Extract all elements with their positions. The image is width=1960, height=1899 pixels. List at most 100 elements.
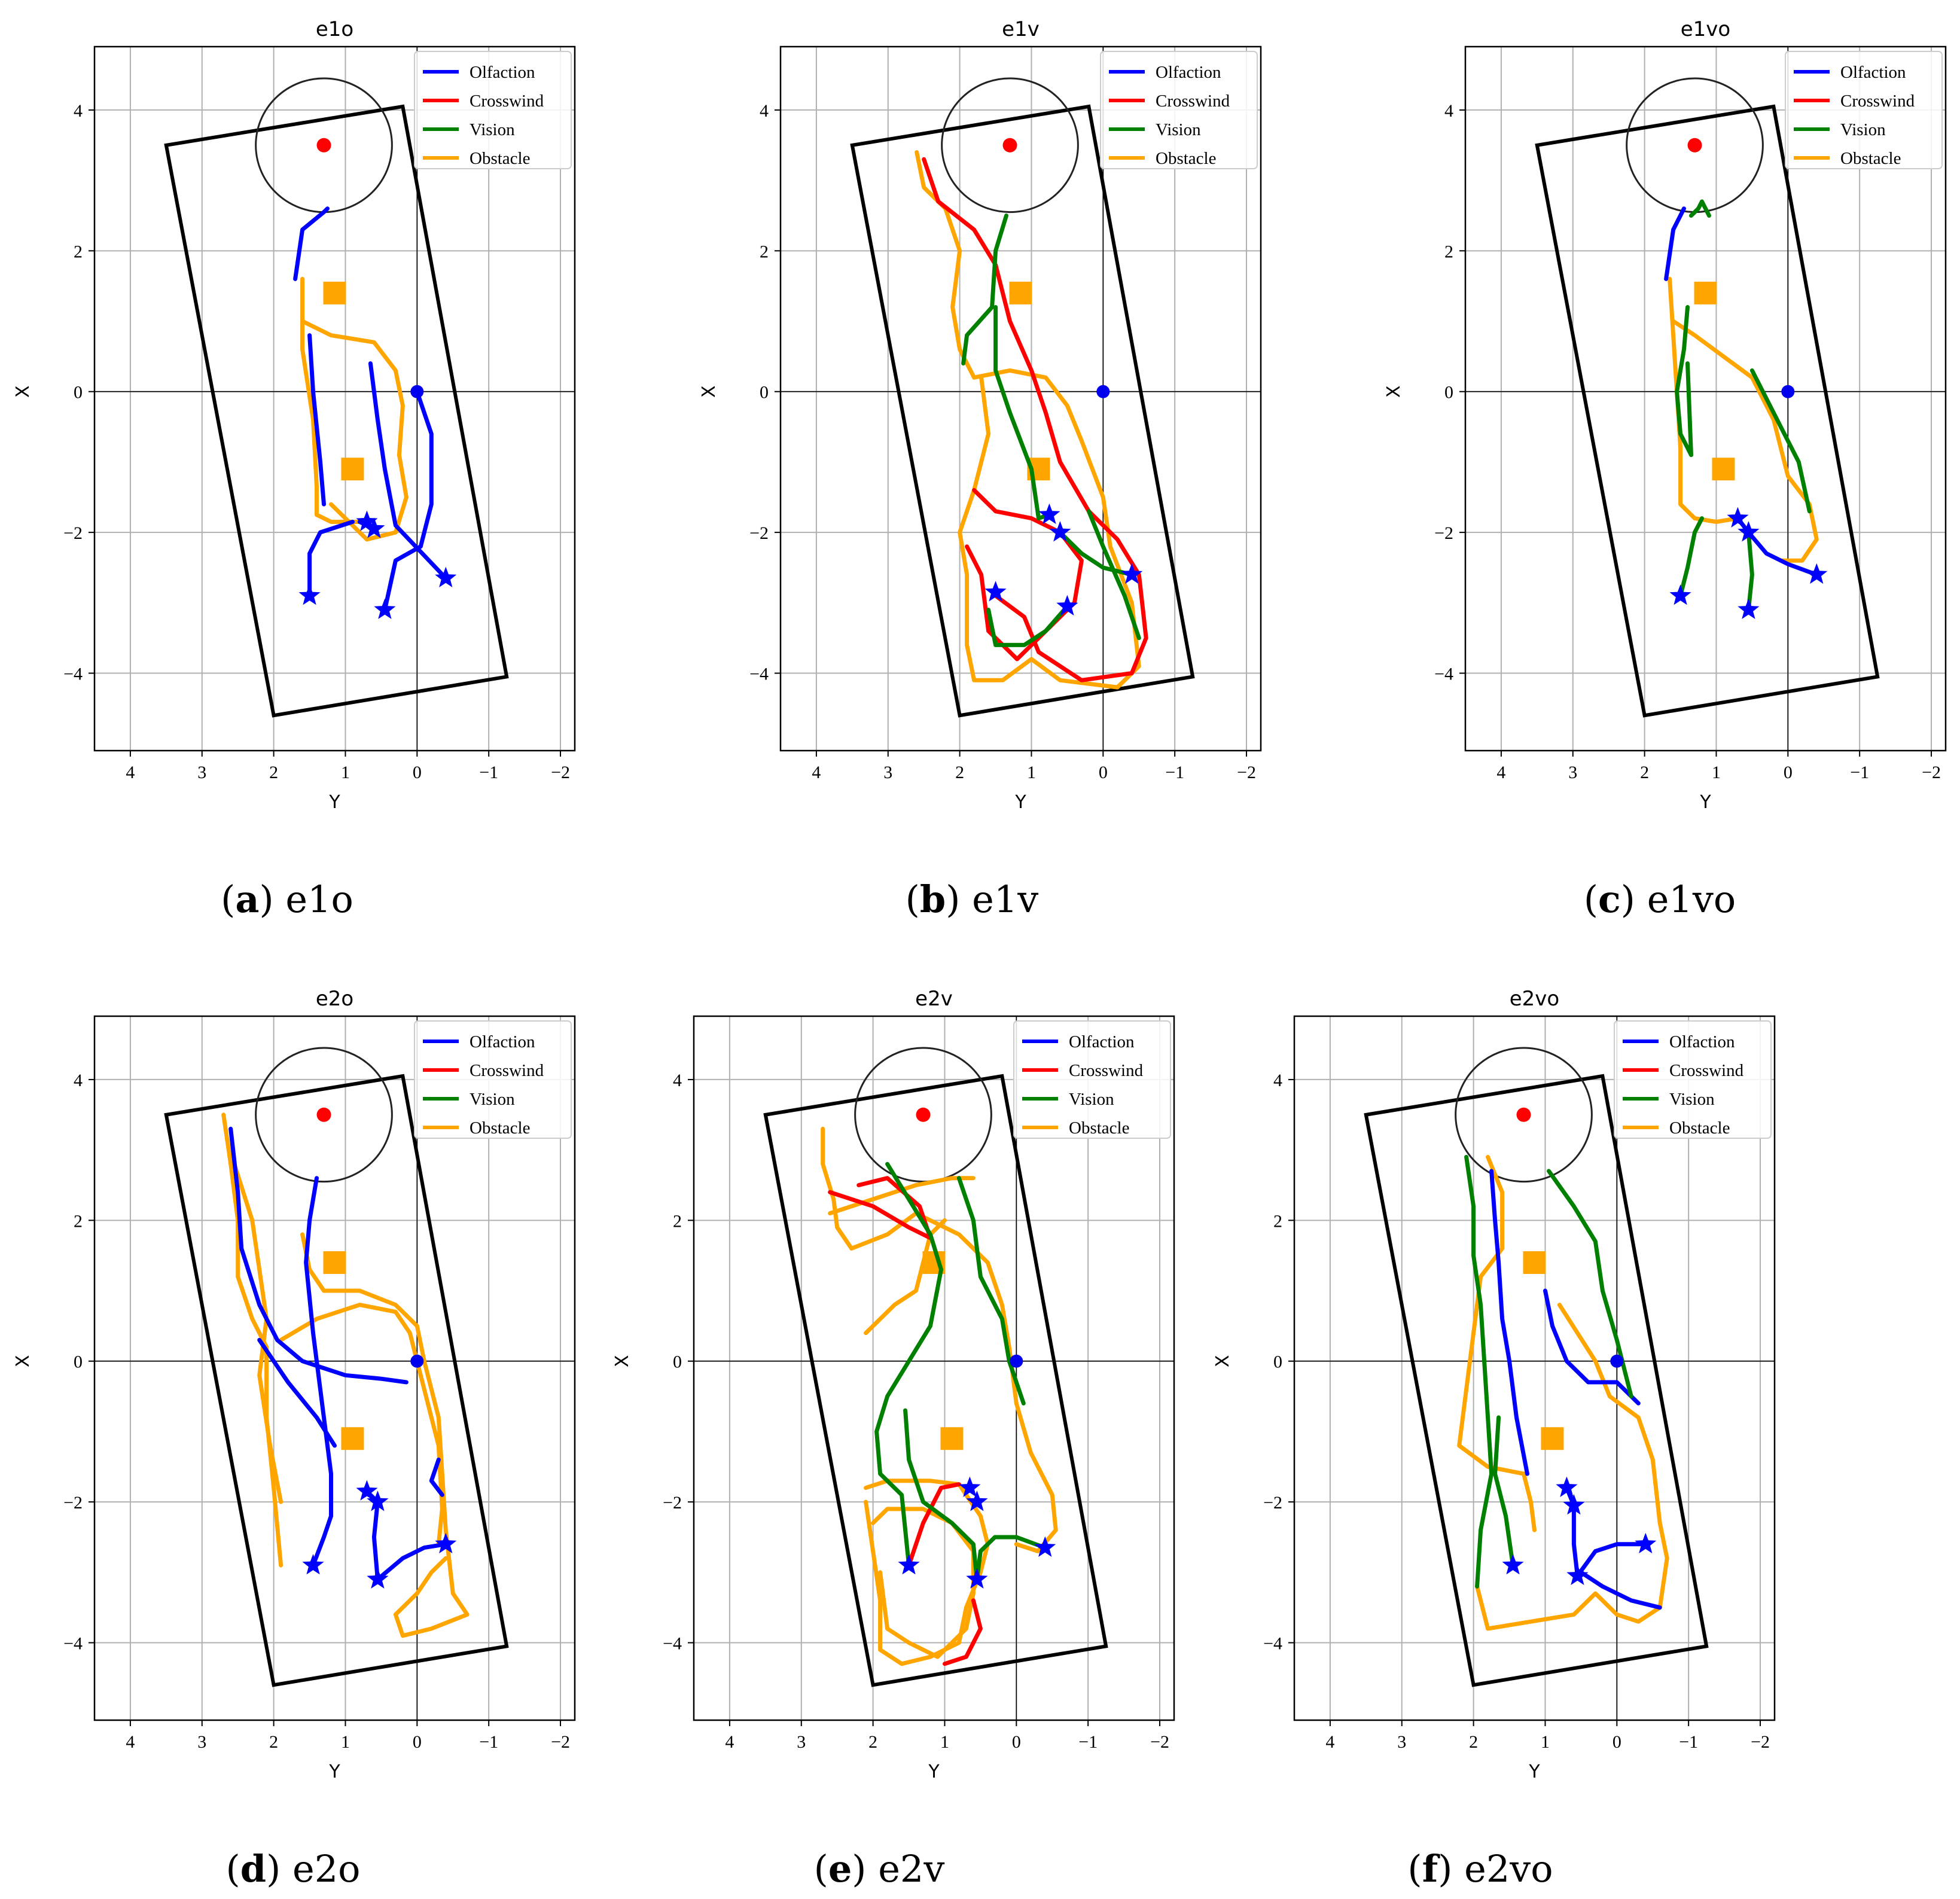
trajectory-olfaction — [375, 1542, 448, 1582]
y-tick-label: −2 — [63, 523, 83, 543]
odor-source-marker — [316, 1107, 331, 1122]
axes-frame — [1293, 1015, 1776, 1721]
y-tick-label: 2 — [760, 242, 769, 261]
start-star-marker — [374, 598, 396, 619]
caption-text: e2v — [878, 1847, 944, 1891]
start-star-marker — [984, 581, 1007, 602]
x-tick-label: 0 — [1012, 1732, 1021, 1752]
x-tick-label: 3 — [883, 763, 892, 782]
trajectory-vision — [874, 1162, 943, 1568]
subplot-title: e2vo — [1510, 987, 1559, 1011]
y-tick-label: −4 — [749, 665, 769, 684]
trajectory-obstacle — [864, 1479, 990, 1666]
x-tick-label: −1 — [1850, 763, 1869, 782]
legend-box — [1013, 1020, 1171, 1139]
start-star-marker — [1556, 1476, 1578, 1497]
obstacle-marker — [1694, 281, 1717, 304]
plot-area — [1364, 1047, 1709, 1687]
trajectory-obstacle — [300, 276, 362, 524]
legend-label: Olfaction — [1156, 63, 1221, 82]
caption-paren-open: ( — [1584, 877, 1598, 921]
subfigure-caption: (b) e1v — [906, 877, 1039, 921]
axes-frame — [93, 1015, 576, 1721]
start-star-marker — [1049, 521, 1071, 542]
arena-boundary — [850, 104, 1195, 718]
legend-box — [414, 1020, 572, 1139]
caption-paren-open: ( — [221, 877, 235, 921]
x-tick-label: −1 — [479, 763, 498, 782]
start-star-marker — [367, 1490, 389, 1511]
robot-origin-marker — [410, 385, 424, 398]
axes-frame — [93, 45, 576, 752]
start-star-marker — [1738, 521, 1760, 542]
x-tick-label: 0 — [1612, 1732, 1621, 1752]
arena-boundary — [1535, 104, 1880, 718]
x-axis-label: Y — [1699, 792, 1711, 813]
y-tick-label: 0 — [760, 383, 769, 403]
y-tick-label: 0 — [74, 383, 83, 403]
y-tick-label: 0 — [74, 1352, 83, 1372]
x-tick-label: 1 — [341, 1732, 350, 1752]
legend-label: Crosswind — [1069, 1061, 1144, 1080]
y-tick-label: 4 — [74, 101, 83, 121]
y-tick-label: 2 — [74, 242, 83, 261]
start-star-marker — [1121, 563, 1143, 584]
y-axis-label: X — [13, 385, 33, 398]
legend-label: Crosswind — [470, 1061, 544, 1080]
trajectory-crosswind — [907, 1482, 961, 1568]
x-tick-label: 4 — [1325, 1732, 1334, 1752]
x-tick-label: −2 — [551, 1732, 570, 1752]
y-tick-label: 4 — [1273, 1071, 1282, 1090]
obstacle-marker — [341, 1427, 364, 1450]
x-axis-label: Y — [928, 1761, 940, 1782]
x-tick-label: −1 — [1165, 763, 1184, 782]
caption-paren-open: ( — [1407, 1847, 1422, 1891]
subfigure-caption: (f) e2vo — [1407, 1847, 1553, 1891]
legend-label: Vision — [1669, 1090, 1715, 1109]
start-star-marker — [1635, 1532, 1657, 1554]
trajectory-obstacle — [864, 1218, 947, 1336]
legend-box — [1614, 1020, 1772, 1139]
legend-label: Vision — [470, 120, 515, 139]
legend-label: Crosswind — [1669, 1061, 1744, 1080]
y-tick-label: 2 — [1444, 242, 1453, 261]
obstacle-marker — [1541, 1427, 1564, 1450]
caption-text: e1v — [972, 877, 1038, 921]
x-tick-label: 4 — [126, 763, 135, 782]
trajectory-olfaction — [1489, 1169, 1529, 1476]
legend: Olfaction Crosswind Vision Obstacle — [414, 51, 572, 169]
caption-paren-open: ( — [906, 877, 920, 921]
robot-origin-marker — [1010, 1354, 1023, 1368]
caption-paren-close: ) — [260, 877, 286, 921]
legend-box — [414, 51, 572, 169]
x-tick-label: 2 — [1469, 1732, 1478, 1752]
start-star-marker — [1038, 503, 1060, 525]
y-tick-label: 4 — [1444, 101, 1453, 121]
caption-tag: e — [828, 1847, 852, 1891]
legend: Olfaction Crosswind Vision Obstacle — [1785, 51, 1943, 169]
caption-text: e2vo — [1464, 1847, 1553, 1891]
legend-label: Vision — [1069, 1090, 1114, 1109]
x-axis-label: Y — [1528, 1761, 1540, 1782]
robot-origin-marker — [410, 1354, 424, 1368]
x-tick-label: 1 — [1712, 763, 1721, 782]
arena-boundary — [164, 104, 509, 718]
x-tick-label: 3 — [197, 1732, 206, 1752]
start-star-marker — [1806, 563, 1828, 584]
trajectory-obstacle — [300, 1232, 470, 1638]
caption-paren-close: ) — [852, 1847, 878, 1891]
x-tick-label: 4 — [1496, 763, 1505, 782]
legend-label: Obstacle — [470, 149, 530, 168]
start-star-marker — [1669, 584, 1691, 605]
subplot-e2vo: 4 3 2 1 0 −1 −2 4 2 0 −2 −4 e2vo Y X Olfaction Crosswind… — [1212, 987, 1776, 1782]
legend-label: Obstacle — [470, 1118, 530, 1138]
y-tick-label: −2 — [63, 1493, 83, 1513]
trajectory-vision — [1464, 1154, 1494, 1589]
trajectory-obstacle — [821, 1126, 1058, 1553]
y-tick-label: 0 — [1273, 1352, 1282, 1372]
trajectory-vision — [1689, 199, 1711, 218]
legend-label: Vision — [470, 1090, 515, 1109]
start-star-marker — [1566, 1564, 1589, 1586]
legend-label: Olfaction — [470, 1032, 535, 1051]
